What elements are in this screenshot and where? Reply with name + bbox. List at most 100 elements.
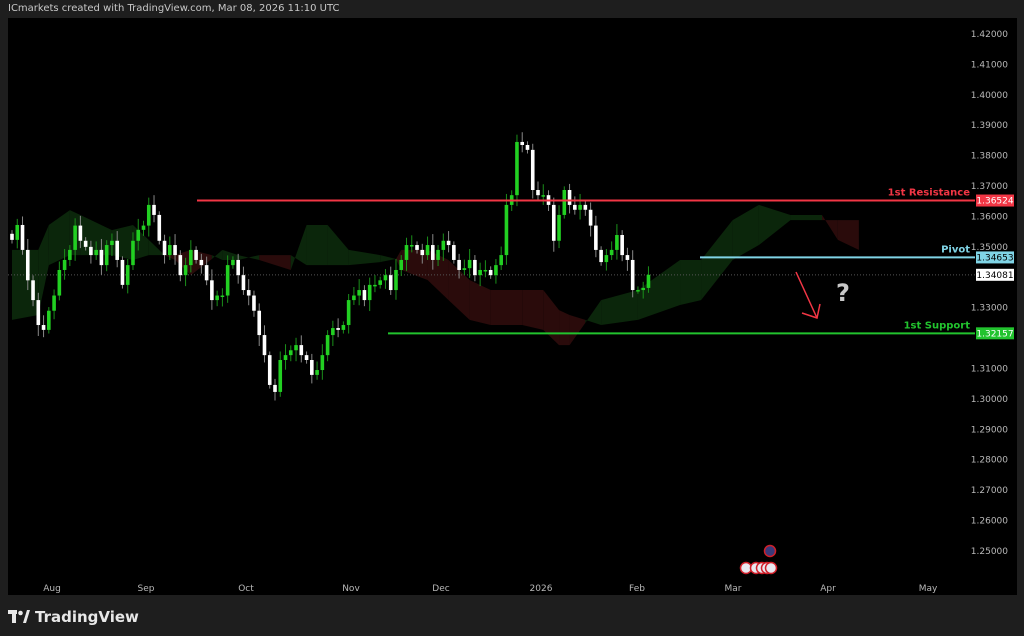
candle-down [36,300,41,326]
candle-down [157,214,162,241]
candle-up [378,280,382,285]
candle-down [625,255,630,260]
candle-down [25,249,30,281]
candle-up [357,290,361,296]
candle-up [615,235,619,250]
price-tick: 1.41000 [971,60,1008,70]
cloud-bearish-segment [259,255,291,270]
candle-up [104,245,109,266]
candle-up [425,245,430,256]
candle-up [57,269,62,296]
candle-up [367,284,372,301]
cloud-bullish-segment [148,239,165,256]
candle-down [162,240,167,256]
cloud-bearish-segment [559,310,570,346]
candle-up [483,269,488,272]
candle-up [515,141,519,196]
time-tick: Sep [138,584,155,594]
candle-up [278,359,283,392]
candle-down [299,345,304,356]
candle-up [394,269,398,291]
last-price-tag [976,268,1014,281]
cloud-bullish-segment [380,255,396,263]
price-tick: 1.37000 [971,182,1008,192]
time-tick: May [919,584,938,594]
ichimoku-cloud [12,204,859,346]
candle-up [404,245,409,260]
level-label: 1st Support [904,320,971,331]
price-tick: 1.38000 [971,152,1008,162]
levels: 1st Resistance 1.36524 Pivot 1.34653 1st Sup… [197,188,1014,340]
price-tag-label: 1.34653 [976,253,1013,263]
candle-down [588,209,593,226]
candle-up [183,265,188,276]
candle-up [467,259,472,269]
candle-down [336,328,340,330]
price-tick: 1.25000 [971,547,1008,557]
cloud-bearish-segment [448,259,470,320]
candle-down [310,359,314,375]
candle-up [294,345,298,351]
cloud-bullish-segment [790,214,823,221]
price-tick: 1.42000 [971,30,1008,40]
price-tick: 1.35000 [971,243,1008,253]
cloud-bullish-segment [306,224,328,266]
cloud-bullish-segment [80,214,112,256]
cloud-bullish-segment [327,224,349,266]
price-tick: 1.28000 [971,456,1008,466]
candle-down [236,259,240,276]
candle-up [110,240,114,246]
tradingview-logo[interactable]: TradingView [8,608,139,626]
candle-up [478,269,482,276]
cloud-bullish-segment [211,249,223,260]
candle-down [178,255,183,276]
candle-down [420,249,425,256]
candle-up [409,245,414,247]
candle-up [73,225,77,250]
candle-down [252,295,256,311]
candle-up [383,275,388,281]
candle-down [173,245,177,256]
time-tick: Aug [43,584,61,594]
price-tag [976,251,1014,264]
price-tag-label: 1.36524 [976,197,1013,207]
candle-up [436,249,440,260]
candle-up [557,214,561,241]
price-tick: 1.29000 [971,425,1008,435]
price-tag [976,327,1014,340]
us-flag-icon [764,561,778,575]
time-tick: Feb [629,584,645,594]
candle-down [488,269,493,276]
candle-up [62,259,67,270]
candle-up [215,295,219,301]
candle-down [115,240,119,260]
candle-down [536,190,540,196]
candle-up [325,335,330,356]
cloud-bullish-segment [111,224,133,260]
candle-down [388,275,393,291]
candle-up [341,325,346,330]
tradingview-logo-icon [8,610,30,623]
candle-up [225,265,230,296]
candle-up [131,240,135,266]
candle-down [120,259,125,285]
candle-up [68,249,72,260]
candle-up [578,204,582,210]
cloud-bullish-segment [758,204,791,246]
candle-down [551,204,556,241]
candle-down [262,335,267,356]
candle-down [204,265,209,281]
cloud-bearish-segment [522,290,544,330]
time-tick: Dec [432,584,449,594]
candle-down [273,384,277,392]
price-tick: 1.36000 [971,212,1008,222]
candle-down [583,204,588,210]
candle-up [373,284,377,287]
candle-up [399,259,404,270]
candle-down [573,204,577,210]
price-tick: 1.27000 [971,486,1008,496]
cloud-bearish-segment [543,290,560,346]
candle-up [146,204,151,226]
price-tick: 1.40000 [971,91,1008,101]
